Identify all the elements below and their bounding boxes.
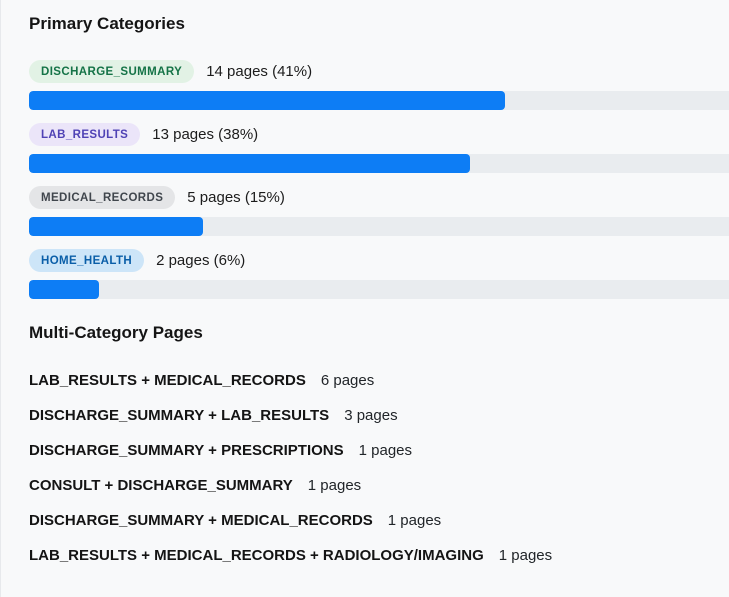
primary-categories-title: Primary Categories (29, 14, 185, 33)
progress-track (29, 280, 729, 299)
category-count: 14 pages (41%) (206, 63, 313, 80)
category-row: HOME_HEALTH 2 pages (6%) (29, 249, 729, 299)
category-count: 13 pages (38%) (152, 126, 259, 143)
multi-category-item: LAB_RESULTS + MEDICAL_RECORDS + RADIOLOG… (29, 548, 729, 564)
progress-track (29, 91, 729, 110)
multi-category-count: 6 pages (320, 372, 375, 389)
category-count: 2 pages (6%) (156, 252, 246, 269)
multi-category-item: CONSULT + DISCHARGE_SUMMARY 1 pages (29, 478, 729, 494)
progress-track (29, 217, 729, 236)
multi-category-label: LAB_RESULTS + MEDICAL_RECORDS (29, 372, 306, 389)
multi-category-title: Multi-Category Pages (29, 323, 203, 342)
category-badge: HOME_HEALTH (29, 249, 145, 272)
progress-fill (29, 154, 470, 173)
category-badge: DISCHARGE_SUMMARY (29, 60, 195, 83)
category-count: 5 pages (15%) (187, 189, 285, 206)
category-header: HOME_HEALTH 2 pages (6%) (29, 249, 729, 272)
category-row: LAB_RESULTS 13 pages (38%) (29, 123, 729, 173)
category-badge: LAB_RESULTS (29, 123, 141, 146)
category-row: MEDICAL_RECORDS 5 pages (15%) (29, 186, 729, 236)
multi-category-count: 1 pages (498, 547, 553, 564)
multi-category-label: LAB_RESULTS + MEDICAL_RECORDS + RADIOLOG… (29, 547, 484, 564)
progress-fill (29, 217, 203, 236)
category-header: MEDICAL_RECORDS 5 pages (15%) (29, 186, 729, 209)
multi-category-item: DISCHARGE_SUMMARY + LAB_RESULTS 3 pages (29, 408, 729, 424)
progress-fill (29, 280, 99, 299)
multi-category-item: DISCHARGE_SUMMARY + MEDICAL_RECORDS 1 pag… (29, 513, 729, 529)
multi-category-label: CONSULT + DISCHARGE_SUMMARY (29, 477, 293, 494)
category-header: DISCHARGE_SUMMARY 14 pages (41%) (29, 60, 729, 83)
progress-track (29, 154, 729, 173)
multi-category-list: LAB_RESULTS + MEDICAL_RECORDS 6 pages DIS… (29, 373, 729, 564)
multi-category-label: DISCHARGE_SUMMARY + LAB_RESULTS (29, 407, 330, 424)
multi-category-count: 3 pages (344, 407, 398, 424)
category-badge: MEDICAL_RECORDS (29, 186, 176, 209)
multi-category-item: LAB_RESULTS + MEDICAL_RECORDS 6 pages (29, 373, 729, 389)
multi-category-label: DISCHARGE_SUMMARY + PRESCRIPTIONS (29, 442, 344, 459)
multi-category-label: DISCHARGE_SUMMARY + MEDICAL_RECORDS (29, 512, 373, 529)
category-row: DISCHARGE_SUMMARY 14 pages (41%) (29, 60, 729, 110)
multi-category-item: DISCHARGE_SUMMARY + PRESCRIPTIONS 1 pages (29, 443, 729, 459)
category-header: LAB_RESULTS 13 pages (38%) (29, 123, 729, 146)
multi-category-count: 1 pages (387, 512, 442, 529)
multi-category-count: 1 pages (358, 442, 413, 459)
multi-category-count: 1 pages (307, 477, 362, 494)
progress-fill (29, 91, 505, 110)
